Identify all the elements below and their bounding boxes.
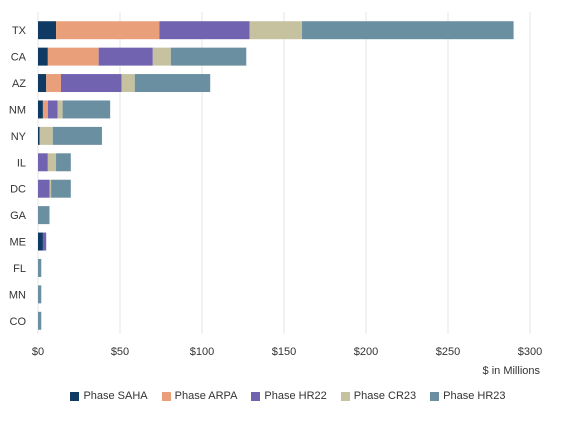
bar-segment [159,21,250,40]
category-label: DC [10,184,26,196]
legend-label: Phase CR23 [353,390,417,402]
category-label: MN [9,289,26,301]
bar-segment [56,153,71,172]
chart-svg: $0 $50 $100 $150 $200 $250 $300 $ in Millions TX… [9,12,542,377]
x-tick-label: $50 [111,346,129,358]
x-tick-label: $200 [354,346,378,358]
bar-segment [47,47,99,66]
legend-label: Phase HR22 [264,390,327,402]
bar-segment [46,74,61,93]
category-label: FL [13,263,26,275]
bar-segment [42,100,48,119]
legend-label: Phase SAHA [83,390,148,402]
bar-segment [38,285,42,304]
bar-segment [57,100,63,119]
bar-segment [38,311,42,330]
bar-segment [134,74,211,93]
bar-segment [38,47,48,66]
bar-segment [38,232,43,251]
legend-swatch [251,391,261,401]
bar-segment [47,100,58,119]
category-label: TX [12,25,27,37]
bar-segment [42,232,47,251]
bar-segment [60,74,122,93]
legend-item: Phase SAHA [70,390,148,402]
bar-segment [121,74,135,93]
bar-segment [38,153,48,172]
x-tick-label: $300 [518,346,542,358]
bar-segment [38,179,50,198]
bar-segment [302,21,514,40]
legend-item: Phase ARPA [161,390,238,402]
x-axis-title: $ in Millions [483,365,541,377]
legend-swatch [161,391,171,401]
category-label: NM [9,104,26,116]
category-label: ME [10,237,27,249]
category-label: GA [10,210,27,222]
bar-segment [38,74,47,93]
legend-swatch [70,391,80,401]
bar-segment [98,47,153,66]
bar-segment [249,21,303,40]
bar-segment [152,47,171,66]
legend-label: Phase ARPA [174,390,238,402]
x-tick-label: $100 [190,346,214,358]
bar-segment [47,153,57,172]
x-tick-label: $0 [32,346,44,358]
legend-item: Phase CR23 [340,390,417,402]
legend-swatch [340,391,350,401]
bar-segment [170,47,247,66]
bar-segment [38,258,42,277]
bar-segment [49,179,52,198]
bar-segment [52,126,102,145]
bar-segment [38,126,40,145]
bar-segment [56,21,160,40]
bar-segment [62,100,111,119]
x-tick-label: $150 [272,346,296,358]
category-label: CO [10,316,27,328]
x-tick-label: $250 [436,346,460,358]
bar-segment [38,21,57,40]
chart-legend: Phase SAHA Phase ARPA Phase HR22 Phase CR23… [0,390,576,402]
category-label: IL [17,157,26,169]
legend-item: Phase HR22 [251,390,327,402]
legend-swatch [430,391,440,401]
category-label: NY [11,131,27,143]
bar-segment [51,179,71,198]
legend-label: Phase HR23 [443,390,506,402]
bar-segment [38,206,50,225]
legend-item: Phase HR23 [430,390,506,402]
bar-segment [38,100,43,119]
category-label: CA [11,52,27,64]
category-label: AZ [12,78,26,90]
bar-segment [39,126,53,145]
